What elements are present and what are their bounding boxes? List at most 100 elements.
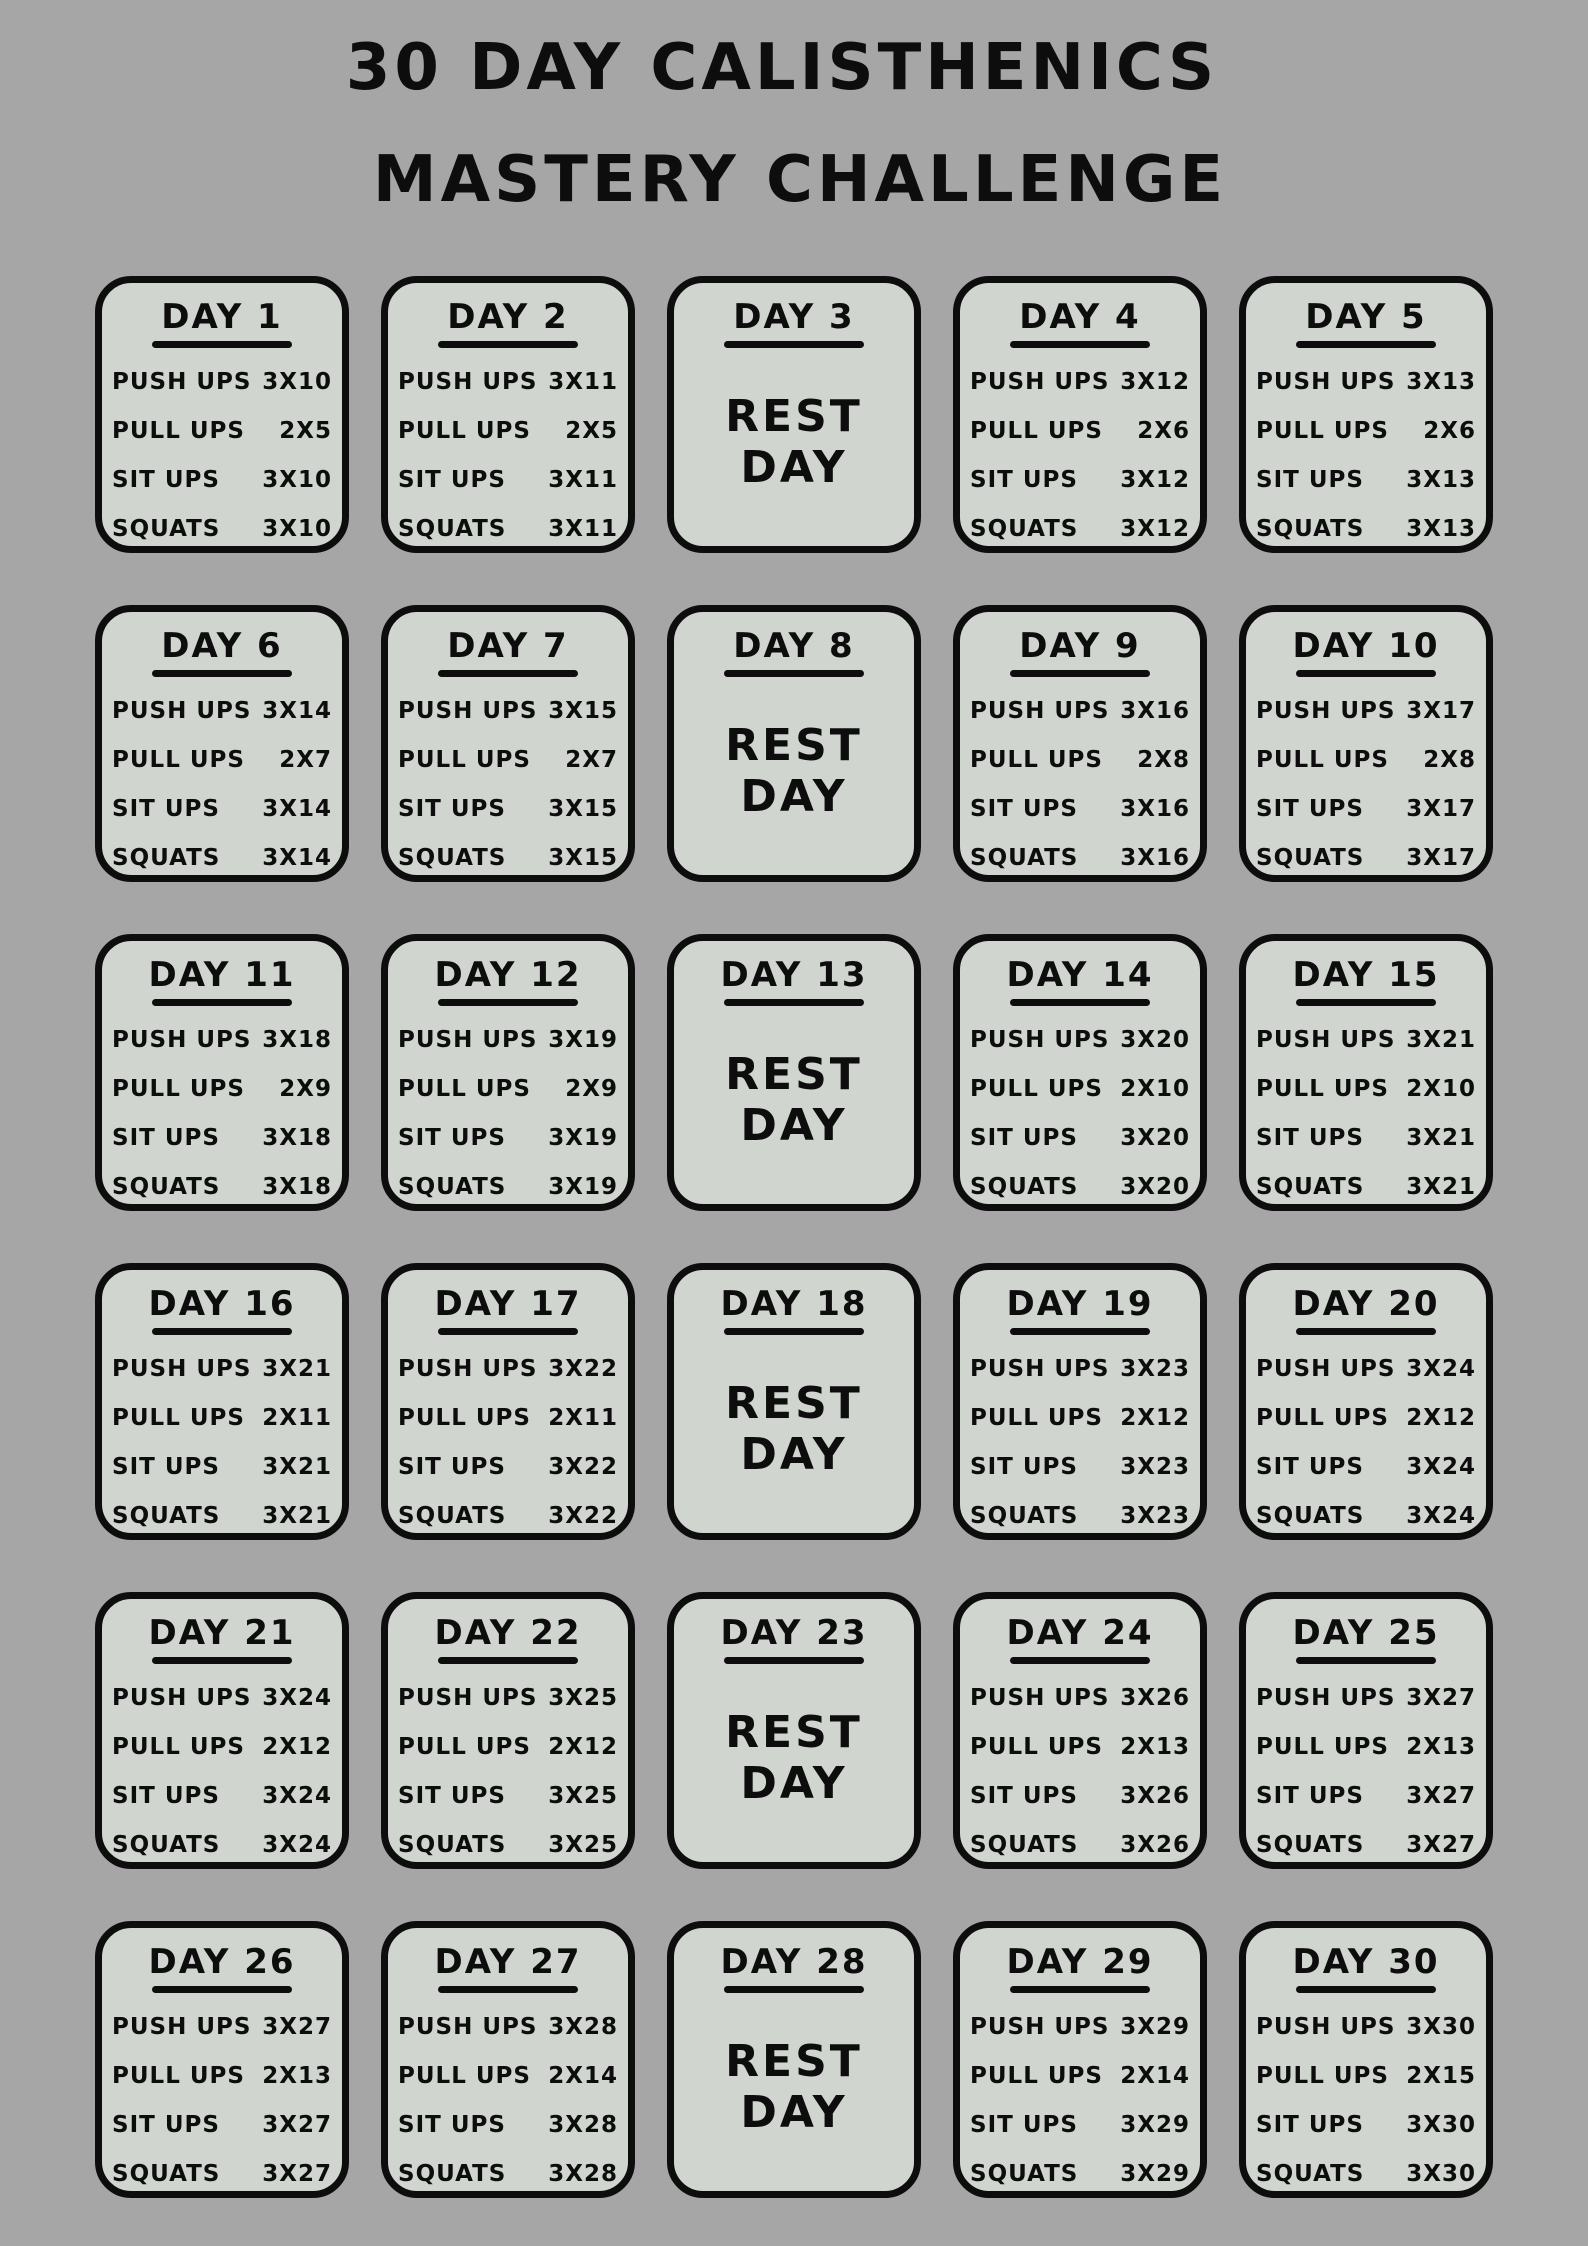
exercise-name: PUSH UPS [398, 697, 538, 724]
exercise-sets: 3X24 [262, 1831, 332, 1858]
exercise-row: SIT UPS 3X24 [1256, 1442, 1476, 1491]
exercise-list: PUSH UPS 3X23 PULL UPS 2X12 SIT UPS 3X23… [970, 1344, 1190, 1540]
exercise-name: PULL UPS [112, 1733, 245, 1760]
rest-day-label: REST DAY [725, 2036, 863, 2138]
exercise-sets: 3X18 [262, 1173, 332, 1200]
exercise-row: PULL UPS 2X12 [970, 1393, 1190, 1442]
exercise-sets: 3X13 [1406, 515, 1476, 542]
exercise-sets: 3X25 [548, 1782, 618, 1809]
day-label: DAY 12 [434, 955, 582, 995]
exercise-sets: 3X10 [262, 368, 332, 395]
exercise-list: PUSH UPS 3X27 PULL UPS 2X13 SIT UPS 3X27… [112, 2002, 332, 2198]
day-card-grid: DAY 1 PUSH UPS 3X10 PULL UPS 2X5 SIT UPS… [95, 276, 1493, 2198]
day-card: DAY 14 PUSH UPS 3X20 PULL UPS 2X10 SIT U… [953, 934, 1207, 1211]
exercise-row: PULL UPS 2X12 [112, 1722, 332, 1771]
exercise-row: PUSH UPS 3X10 [112, 357, 332, 406]
day-underline [152, 341, 292, 348]
day-label: DAY 30 [1292, 1942, 1440, 1982]
exercise-name: PULL UPS [1256, 2062, 1389, 2089]
exercise-row: SQUATS 3X18 [112, 1162, 332, 1211]
exercise-list: PUSH UPS 3X24 PULL UPS 2X12 SIT UPS 3X24… [112, 1673, 332, 1869]
day-card: DAY 7 PUSH UPS 3X15 PULL UPS 2X7 SIT UPS… [381, 605, 635, 882]
exercise-list: PUSH UPS 3X28 PULL UPS 2X14 SIT UPS 3X28… [398, 2002, 618, 2198]
exercise-list: PUSH UPS 3X26 PULL UPS 2X13 SIT UPS 3X26… [970, 1673, 1190, 1869]
exercise-row: SIT UPS 3X13 [1256, 455, 1476, 504]
exercise-row: SQUATS 3X23 [970, 1491, 1190, 1540]
exercise-sets: 3X26 [1120, 1782, 1190, 1809]
exercise-sets: 2X8 [1137, 746, 1190, 773]
exercise-name: PUSH UPS [1256, 2013, 1396, 2040]
day-card: DAY 28 REST DAY [667, 1921, 921, 2198]
day-card: DAY 18 REST DAY [667, 1263, 921, 1540]
exercise-sets: 3X15 [548, 844, 618, 871]
exercise-sets: 2X11 [262, 1404, 332, 1431]
day-label: DAY 26 [148, 1942, 296, 1982]
day-card: DAY 2 PUSH UPS 3X11 PULL UPS 2X5 SIT UPS… [381, 276, 635, 553]
exercise-name: SQUATS [970, 2160, 1079, 2187]
exercise-row: SQUATS 3X24 [1256, 1491, 1476, 1540]
exercise-list: PUSH UPS 3X12 PULL UPS 2X6 SIT UPS 3X12 … [970, 357, 1190, 553]
day-label: DAY 8 [733, 626, 855, 666]
day-card: DAY 24 PUSH UPS 3X26 PULL UPS 2X13 SIT U… [953, 1592, 1207, 1869]
exercise-name: PUSH UPS [112, 368, 252, 395]
day-label: DAY 5 [1305, 297, 1427, 337]
exercise-row: SIT UPS 3X23 [970, 1442, 1190, 1491]
exercise-name: PUSH UPS [398, 2013, 538, 2040]
exercise-name: SQUATS [112, 844, 221, 871]
exercise-row: PULL UPS 2X10 [970, 1064, 1190, 1113]
exercise-row: PULL UPS 2X9 [112, 1064, 332, 1113]
exercise-list: PUSH UPS 3X11 PULL UPS 2X5 SIT UPS 3X11 … [398, 357, 618, 553]
exercise-name: SQUATS [398, 1831, 507, 1858]
exercise-row: PULL UPS 2X5 [398, 406, 618, 455]
day-underline [438, 341, 578, 348]
day-underline [724, 670, 864, 677]
exercise-name: PULL UPS [112, 1075, 245, 1102]
exercise-row: PULL UPS 2X10 [1256, 1064, 1476, 1113]
exercise-row: PUSH UPS 3X15 [398, 686, 618, 735]
exercise-sets: 3X25 [548, 1831, 618, 1858]
day-label: DAY 21 [148, 1613, 296, 1653]
exercise-list: PUSH UPS 3X30 PULL UPS 2X15 SIT UPS 3X30… [1256, 2002, 1476, 2198]
exercise-sets: 3X28 [548, 2013, 618, 2040]
exercise-row: PULL UPS 2X12 [398, 1722, 618, 1771]
exercise-name: SIT UPS [112, 1453, 220, 1480]
exercise-name: PUSH UPS [398, 1355, 538, 1382]
exercise-name: SIT UPS [1256, 466, 1364, 493]
exercise-row: SQUATS 3X15 [398, 833, 618, 882]
day-underline [724, 1657, 864, 1664]
day-label: DAY 11 [148, 955, 296, 995]
exercise-name: PULL UPS [398, 2062, 531, 2089]
exercise-row: SIT UPS 3X17 [1256, 784, 1476, 833]
exercise-row: SIT UPS 3X22 [398, 1442, 618, 1491]
exercise-name: PULL UPS [112, 746, 245, 773]
exercise-row: PULL UPS 2X13 [112, 2051, 332, 2100]
exercise-sets: 3X14 [262, 697, 332, 724]
exercise-list: PUSH UPS 3X21 PULL UPS 2X10 SIT UPS 3X21… [1256, 1015, 1476, 1211]
day-label: DAY 2 [447, 297, 569, 337]
exercise-sets: 3X21 [262, 1355, 332, 1382]
exercise-name: PUSH UPS [1256, 1684, 1396, 1711]
exercise-name: PUSH UPS [112, 2013, 252, 2040]
exercise-sets: 3X27 [262, 2111, 332, 2138]
exercise-sets: 3X16 [1120, 795, 1190, 822]
exercise-name: PUSH UPS [970, 1026, 1110, 1053]
exercise-name: SIT UPS [112, 1124, 220, 1151]
exercise-name: SQUATS [970, 844, 1079, 871]
exercise-row: PUSH UPS 3X22 [398, 1344, 618, 1393]
exercise-name: SIT UPS [112, 1782, 220, 1809]
exercise-name: SIT UPS [970, 1124, 1078, 1151]
exercise-row: SQUATS 3X24 [112, 1820, 332, 1869]
exercise-sets: 3X24 [1406, 1453, 1476, 1480]
exercise-row: PUSH UPS 3X11 [398, 357, 618, 406]
day-card: DAY 10 PUSH UPS 3X17 PULL UPS 2X8 SIT UP… [1239, 605, 1493, 882]
day-label: DAY 27 [434, 1942, 582, 1982]
exercise-list: PUSH UPS 3X21 PULL UPS 2X11 SIT UPS 3X21… [112, 1344, 332, 1540]
exercise-sets: 3X22 [548, 1453, 618, 1480]
exercise-name: SIT UPS [970, 795, 1078, 822]
exercise-row: PULL UPS 2X13 [970, 1722, 1190, 1771]
exercise-row: PULL UPS 2X7 [398, 735, 618, 784]
day-underline [1296, 670, 1436, 677]
exercise-sets: 3X16 [1120, 844, 1190, 871]
day-card: DAY 1 PUSH UPS 3X10 PULL UPS 2X5 SIT UPS… [95, 276, 349, 553]
exercise-sets: 2X15 [1406, 2062, 1476, 2089]
